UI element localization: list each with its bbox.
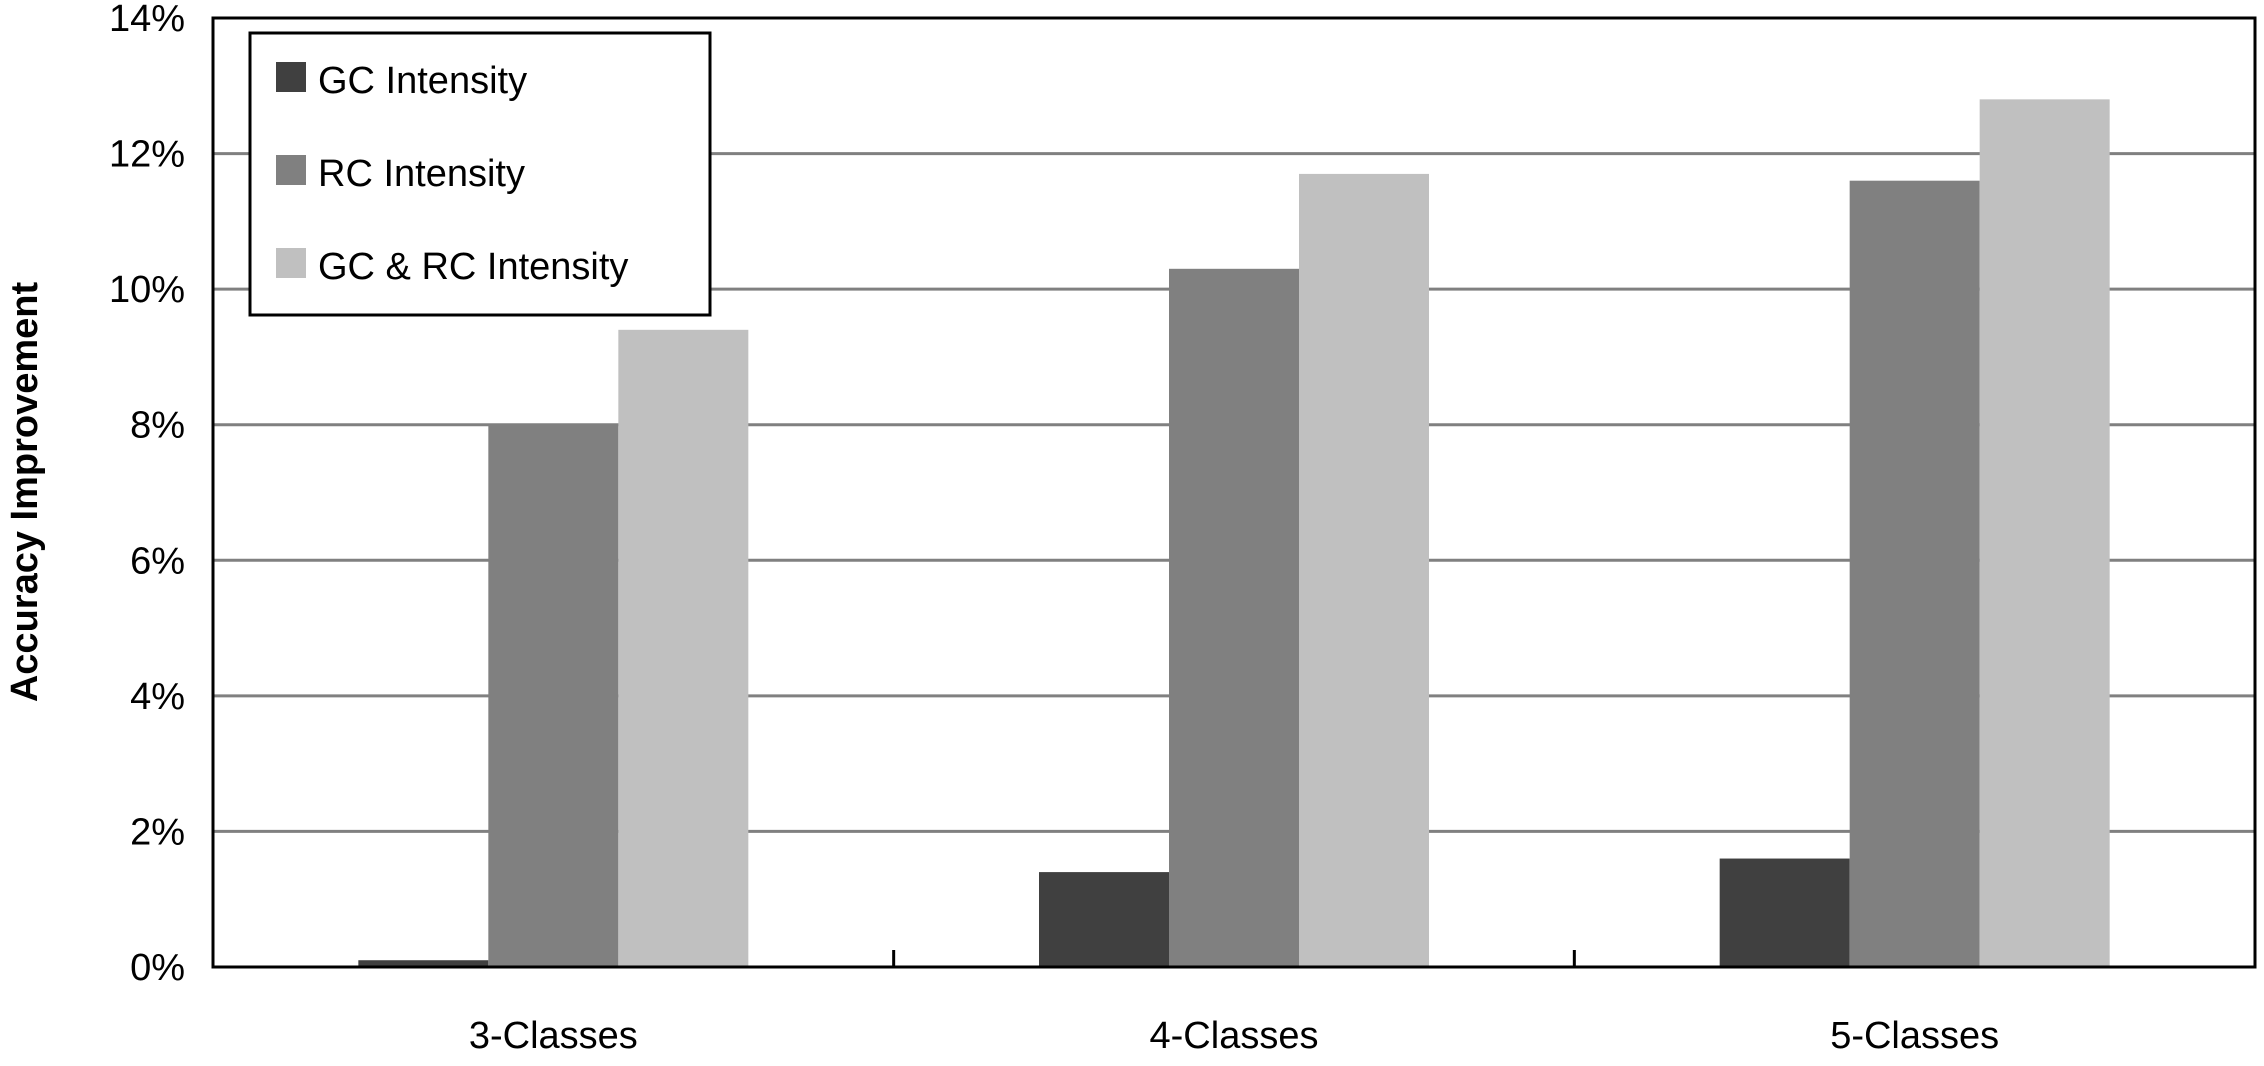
x-tick-label: 5-Classes <box>1830 1015 1999 1057</box>
x-tick-labels: 3-Classes 4-Classes 5-Classes <box>469 1015 1999 1057</box>
x-tick-label: 4-Classes <box>1150 1015 1319 1057</box>
y-tick-label: 8% <box>130 405 185 447</box>
bar <box>618 329 749 967</box>
legend-swatch <box>276 62 306 92</box>
legend-swatch <box>276 155 306 185</box>
bar <box>488 424 619 967</box>
legend-box <box>248 31 712 317</box>
y-tick-label: 12% <box>109 134 185 176</box>
bar <box>1719 858 1850 967</box>
legend-label: RC Intensity <box>318 153 525 195</box>
y-tick-labels: 0% 2% 4% 6% 8% 10% 12% 14% <box>109 0 185 989</box>
bar <box>358 960 489 967</box>
bar <box>1849 180 1980 967</box>
bar <box>1039 872 1169 967</box>
bar <box>1299 173 1429 967</box>
plot-frame <box>211 16 2257 969</box>
bar <box>1979 99 2110 968</box>
legend: GC Intensity RC Intensity GC & RC Intensit… <box>248 31 712 317</box>
y-tick-label: 0% <box>130 947 185 989</box>
y-tick-label: 2% <box>130 811 185 853</box>
legend-swatch <box>276 248 306 278</box>
bar <box>1169 268 1299 967</box>
y-tick-label: 6% <box>130 540 185 582</box>
legend-label: GC Intensity <box>318 60 527 102</box>
bars <box>358 99 2110 968</box>
y-tick-label: 4% <box>130 676 185 718</box>
y-tick-label: 14% <box>109 0 185 40</box>
y-tick-label: 10% <box>109 269 185 311</box>
y-axis-title: Accuracy Improvement <box>4 282 46 703</box>
legend-label: GC & RC Intensity <box>318 246 628 288</box>
x-tick-label: 3-Classes <box>469 1015 638 1057</box>
axes <box>211 16 2257 969</box>
